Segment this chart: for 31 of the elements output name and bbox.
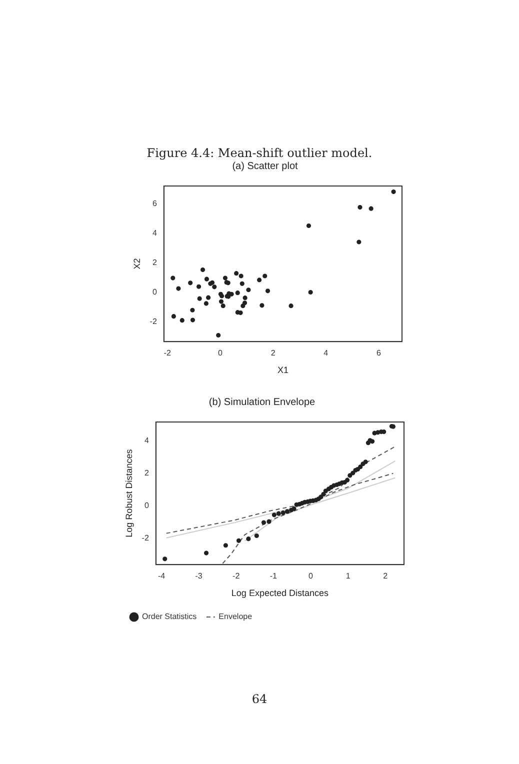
y-tick-label: 4 [144, 436, 150, 445]
chart-title: (b) Simulation Envelope [208, 396, 316, 408]
x-tick-label: -2 [164, 348, 172, 358]
y-axis-title: X2 [132, 258, 142, 270]
x-tick-label: 0 [218, 348, 223, 358]
y-tick-label: 0 [144, 501, 150, 510]
chart-title: (a) Scatter plot [232, 160, 298, 172]
x-tick-label: -3 [195, 572, 203, 581]
legend-label: Envelope [218, 612, 253, 622]
y-axis-title: Log Robust Distances [124, 448, 134, 538]
text: 64 [250, 692, 268, 706]
x-tick-label: 4 [324, 348, 329, 358]
x-axis-title: X1 [277, 365, 288, 376]
y-tick-label: 2 [144, 468, 150, 478]
y-tick-label: 0 [152, 287, 158, 296]
x-tick-label: 2 [383, 572, 388, 581]
y-tick-label: 2 [152, 258, 158, 267]
x-tick-label: 0 [308, 572, 314, 581]
x-tick-label: 6 [376, 348, 382, 358]
y-tick-label: 6 [152, 198, 158, 208]
y-tick-label: 4 [152, 228, 158, 238]
x-tick-label: 1 [346, 572, 351, 581]
y-tick-label: -2 [142, 534, 150, 543]
x-tick-label: 2 [270, 348, 276, 358]
caption: Figure 4.4: Mean-shift outlier model. [146, 146, 374, 160]
y-tick-label: -2 [150, 317, 158, 326]
x-tick-label: -4 [158, 572, 166, 581]
x-tick-label: -2 [232, 572, 240, 581]
x-tick-label: -1 [270, 572, 278, 581]
x-axis-title: Log Expected Distances [231, 588, 329, 598]
legend-label: Order Statistics [142, 612, 197, 622]
